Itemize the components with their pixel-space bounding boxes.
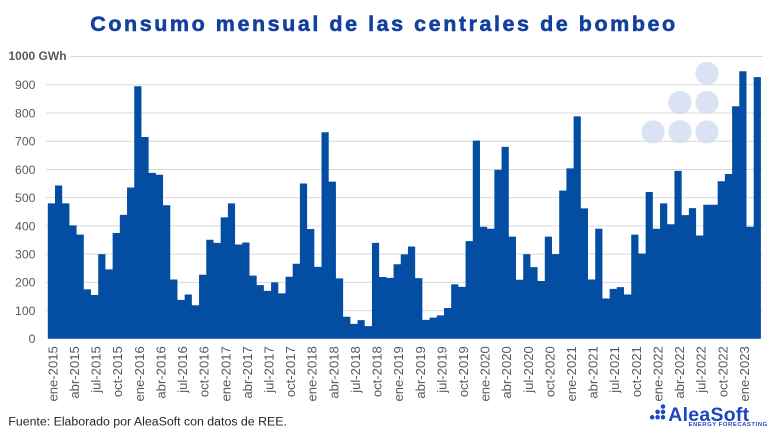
svg-text:jul-2021: jul-2021 xyxy=(607,346,622,394)
svg-text:400: 400 xyxy=(15,219,36,233)
svg-text:abr-2020: abr-2020 xyxy=(499,346,514,398)
svg-text:oct-2019: oct-2019 xyxy=(456,346,471,397)
svg-text:jul-2019: jul-2019 xyxy=(434,346,449,394)
svg-text:600: 600 xyxy=(15,163,36,177)
svg-text:abr-2016: abr-2016 xyxy=(153,346,168,398)
svg-text:jul-2018: jul-2018 xyxy=(348,346,363,394)
svg-text:200: 200 xyxy=(15,276,36,290)
svg-text:ene-2020: ene-2020 xyxy=(478,346,493,401)
svg-text:300: 300 xyxy=(15,247,36,261)
svg-text:ene-2018: ene-2018 xyxy=(305,346,320,401)
svg-text:abr-2015: abr-2015 xyxy=(67,346,82,398)
svg-text:oct-2020: oct-2020 xyxy=(542,346,557,397)
svg-text:oct-2017: oct-2017 xyxy=(283,346,298,397)
svg-text:ene-2019: ene-2019 xyxy=(391,346,406,401)
svg-text:ene-2015: ene-2015 xyxy=(45,346,60,401)
svg-text:100: 100 xyxy=(15,304,36,318)
svg-text:0: 0 xyxy=(29,332,36,346)
svg-text:oct-2022: oct-2022 xyxy=(715,346,730,397)
svg-text:abr-2019: abr-2019 xyxy=(413,346,428,398)
svg-text:jul-2020: jul-2020 xyxy=(521,346,536,394)
svg-text:jul-2022: jul-2022 xyxy=(694,346,709,394)
svg-text:jul-2016: jul-2016 xyxy=(175,346,190,394)
svg-text:500: 500 xyxy=(15,191,36,205)
svg-text:jul-2015: jul-2015 xyxy=(89,346,104,394)
svg-text:700: 700 xyxy=(15,135,36,149)
svg-text:AleaSoft: AleaSoft xyxy=(668,404,749,426)
svg-text:ene-2021: ene-2021 xyxy=(564,346,579,401)
svg-text:oct-2018: oct-2018 xyxy=(370,346,385,397)
svg-text:ENERGY FORECASTING: ENERGY FORECASTING xyxy=(689,422,768,428)
svg-text:abr-2018: abr-2018 xyxy=(326,346,341,398)
svg-text:abr-2021: abr-2021 xyxy=(586,346,601,398)
svg-text:abr-2017: abr-2017 xyxy=(240,346,255,398)
svg-text:Fuente: Elaborado por AleaSoft: Fuente: Elaborado por AleaSoft con datos… xyxy=(8,415,287,429)
svg-text:oct-2021: oct-2021 xyxy=(629,346,644,397)
svg-text:oct-2016: oct-2016 xyxy=(197,346,212,397)
svg-text:900: 900 xyxy=(15,78,36,92)
svg-text:800: 800 xyxy=(15,106,36,120)
svg-text:Consumo mensual de las central: Consumo mensual de las centrales de bomb… xyxy=(90,12,677,36)
svg-text:ene-2016: ene-2016 xyxy=(132,346,147,401)
svg-text:abr-2022: abr-2022 xyxy=(672,346,687,398)
svg-text:ene-2023: ene-2023 xyxy=(737,346,752,401)
svg-text:jul-2017: jul-2017 xyxy=(261,346,276,394)
svg-text:1000 GWh: 1000 GWh xyxy=(9,49,67,63)
svg-text:ene-2017: ene-2017 xyxy=(218,346,233,401)
svg-text:ene-2022: ene-2022 xyxy=(650,346,665,401)
svg-text:oct-2015: oct-2015 xyxy=(110,346,125,397)
